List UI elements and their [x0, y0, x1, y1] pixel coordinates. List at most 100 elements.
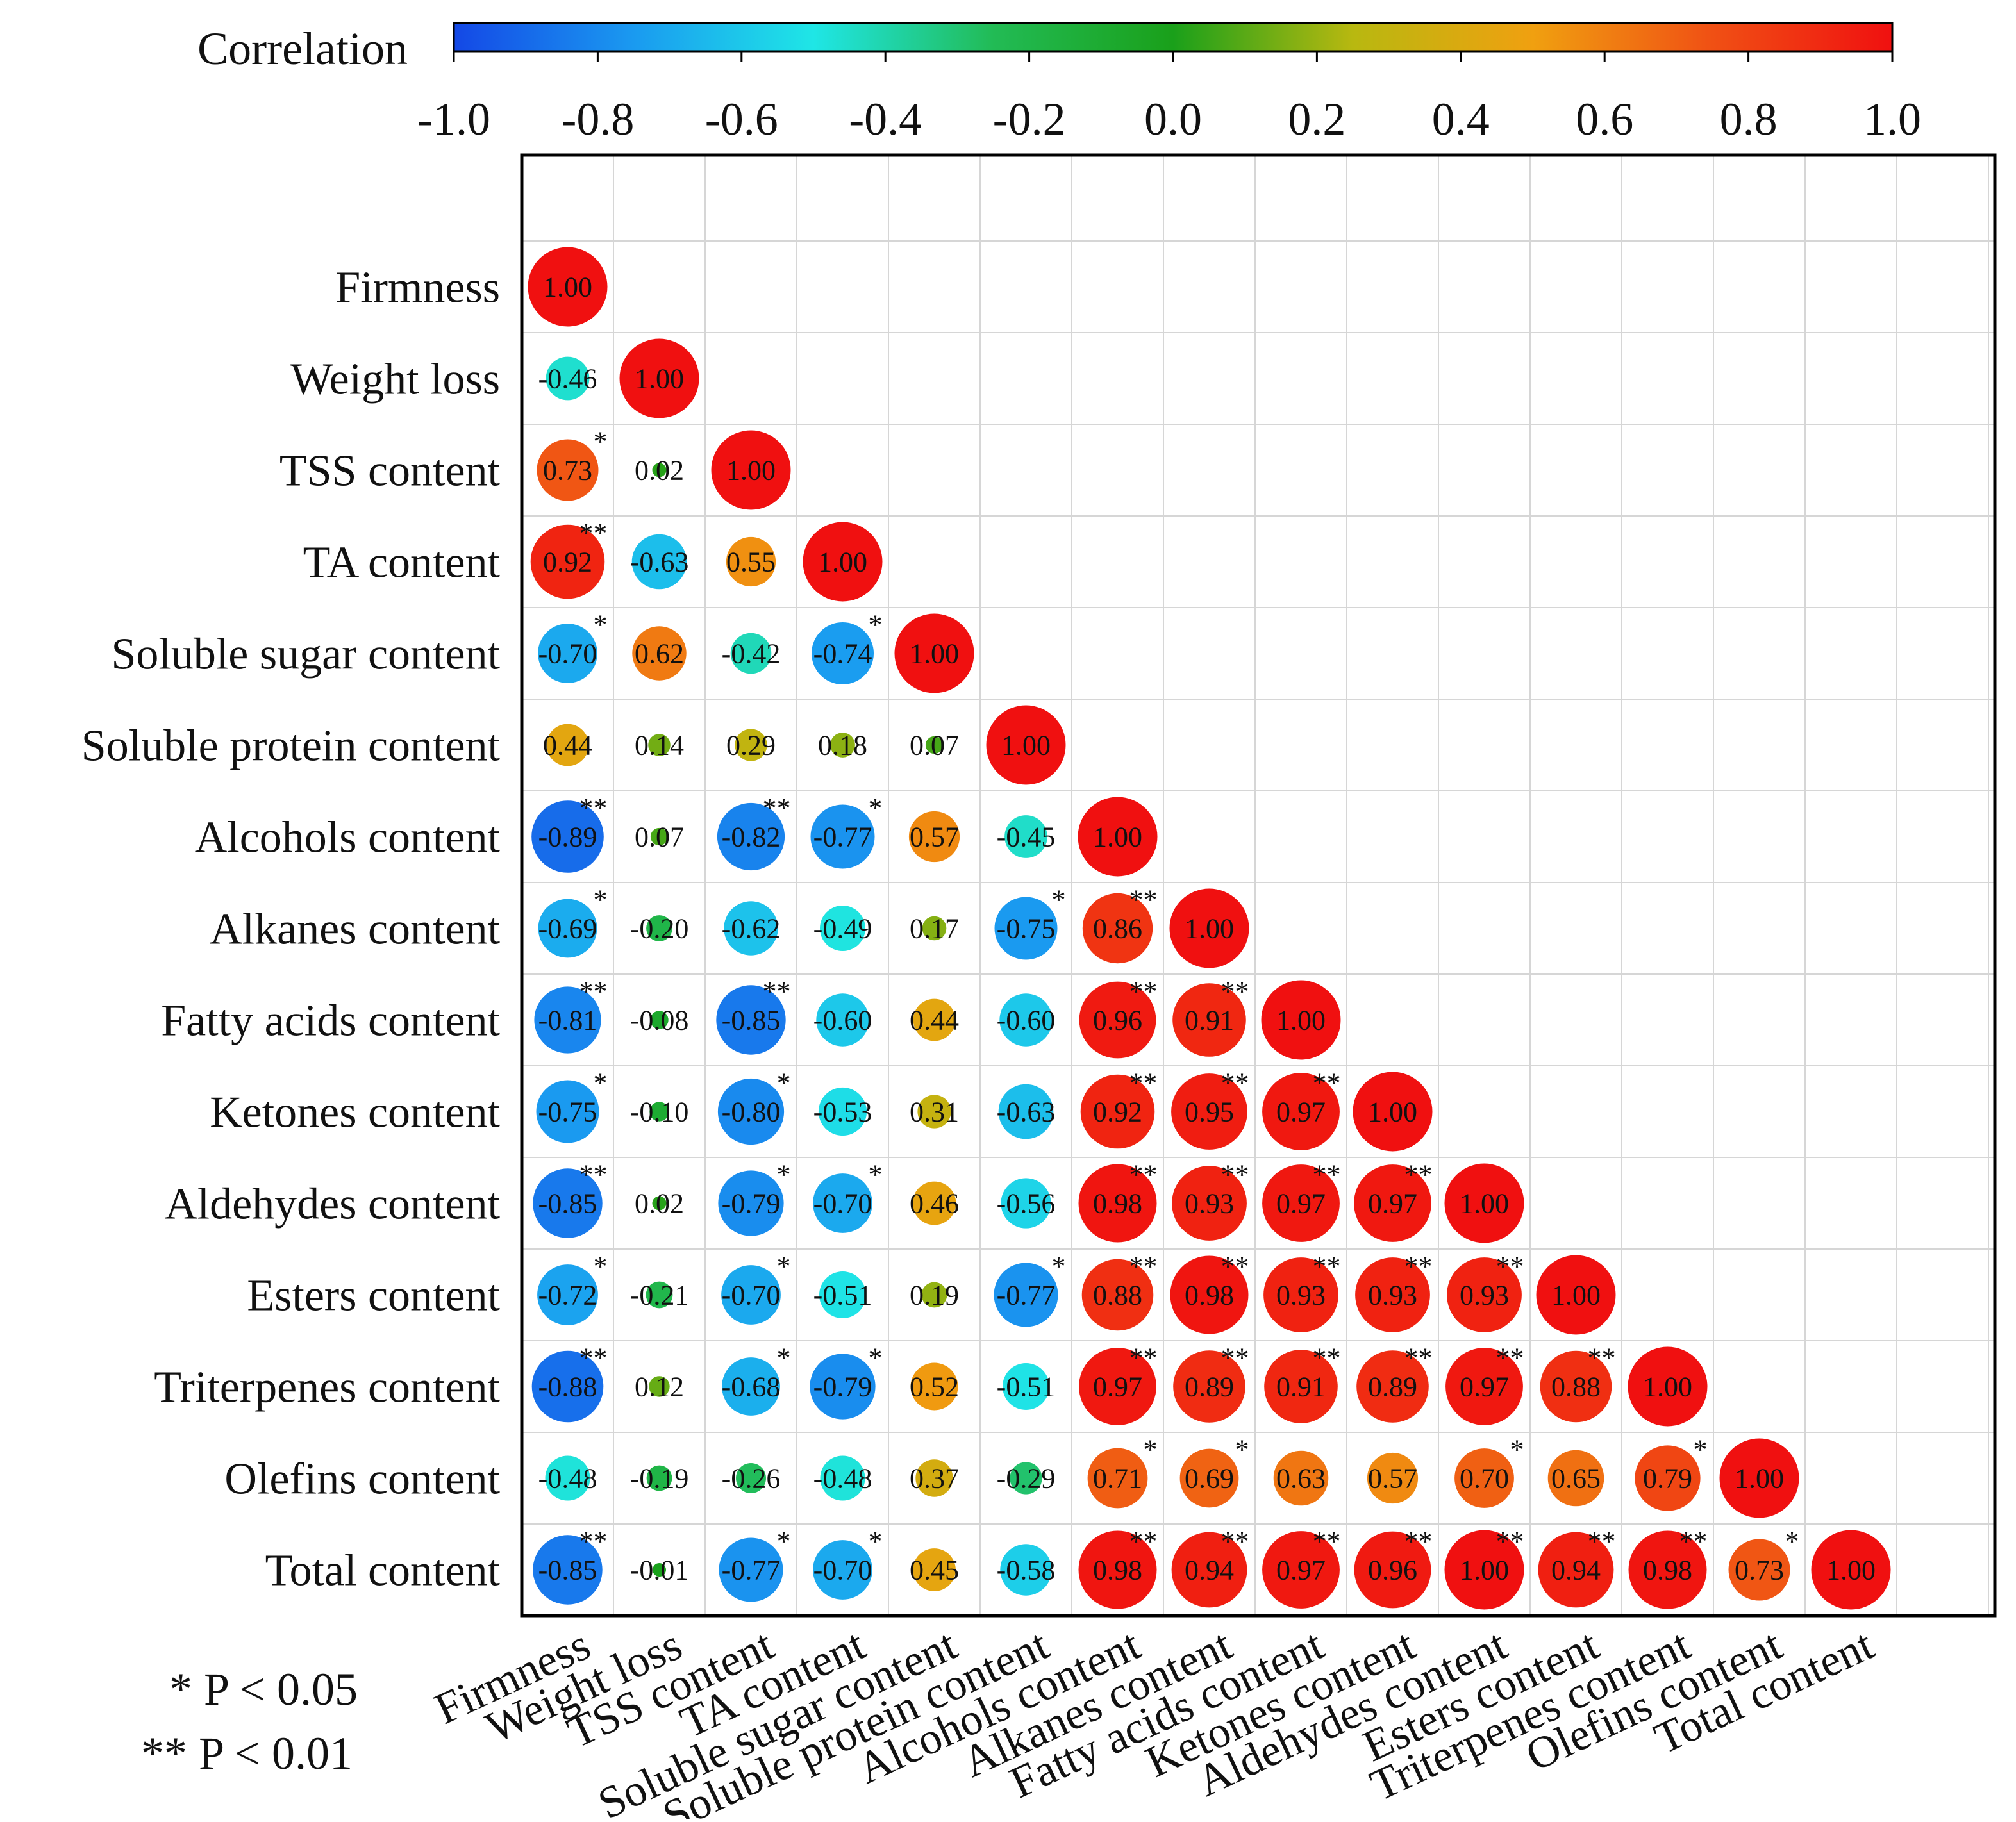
significance-marker: *	[1510, 1434, 1524, 1466]
correlation-bubble	[813, 1173, 872, 1233]
correlation-value-label: 0.97	[1460, 1371, 1509, 1403]
correlation-bubble	[1172, 1166, 1247, 1241]
significance-marker: *	[1694, 1434, 1708, 1466]
correlation-value-label: -0.69	[538, 913, 597, 945]
correlation-value-label: -0.60	[997, 1005, 1056, 1036]
significance-marker: **	[1496, 1526, 1524, 1557]
significance-marker: **	[1313, 1159, 1341, 1191]
correlation-value-label: 0.63	[1276, 1463, 1326, 1495]
correlation-value-label: 1.00	[818, 547, 867, 578]
colorbar: Correlation -1.0 -0.8 -0.6 -0.4 -0.2 0.0 0.2 0.…	[197, 22, 1921, 145]
correlation-bubble	[545, 1455, 590, 1501]
significance-marker: **	[1221, 1159, 1249, 1191]
correlation-bubble	[812, 622, 874, 684]
significance-marker: **	[1496, 1251, 1524, 1282]
correlation-value-label: 1.00	[726, 455, 776, 486]
correlation-bubble	[999, 993, 1053, 1047]
correlation-value-label: -0.75	[538, 1097, 597, 1128]
correlation-bubble	[724, 901, 778, 956]
significance-marker: *	[869, 609, 883, 641]
correlation-bubble	[1356, 1350, 1429, 1423]
correlation-value-label: -0.20	[630, 913, 689, 945]
correlation-value-label: 0.17	[910, 913, 959, 945]
correlation-bubble	[1540, 1350, 1612, 1423]
correlation-bubble	[649, 1102, 669, 1122]
correlation-value-label: 0.98	[1093, 1188, 1142, 1220]
correlation-bubble	[730, 633, 772, 674]
correlation-value-label: -0.88	[538, 1371, 597, 1403]
correlation-value-label: -0.01	[630, 1555, 689, 1586]
correlation-bubble	[533, 1168, 603, 1238]
correlation-value-label: 1.00	[1460, 1188, 1509, 1220]
significance-marker: **	[1496, 1343, 1524, 1374]
correlation-bubble	[1263, 1257, 1338, 1332]
correlation-bubble	[913, 1548, 956, 1591]
row-labels: Firmness Weight loss TSS content TA content…	[81, 263, 501, 1596]
colorbar-tick-label: 1.0	[1863, 94, 1921, 145]
correlation-bubble	[1171, 1073, 1247, 1150]
correlation-value-label: -0.51	[997, 1371, 1056, 1403]
correlation-bubble	[631, 534, 687, 590]
correlation-bubble	[1367, 1452, 1419, 1504]
significance-marker: *	[1235, 1434, 1249, 1466]
correlation-value-label: -0.81	[538, 1005, 597, 1036]
correlation-value-label: 0.92	[543, 547, 592, 578]
correlation-value-label: 0.31	[910, 1097, 959, 1128]
correlation-bubble	[1079, 1348, 1156, 1425]
correlation-value-label: -0.82	[722, 822, 781, 853]
correlation-bubble	[913, 998, 956, 1041]
correlation-bubble	[1354, 1531, 1431, 1609]
correlation-bubble	[537, 439, 599, 501]
correlation-bubble	[1087, 1448, 1148, 1509]
plot-frame	[520, 153, 1997, 1618]
significance-marker: *	[777, 1343, 791, 1374]
significance-marker: **	[1588, 1343, 1616, 1374]
significance-marker: **	[1129, 884, 1158, 916]
correlation-bubble	[538, 899, 597, 958]
correlation-value-label: 0.96	[1368, 1555, 1417, 1586]
correlation-value-label: 1.00	[1093, 822, 1142, 853]
correlation-bubble	[717, 1078, 785, 1145]
correlation-bubble	[925, 736, 944, 754]
correlation-bubble	[810, 804, 875, 869]
correlation-bubble	[1262, 1531, 1340, 1609]
correlation-bubble	[1444, 1163, 1524, 1243]
correlation-bubble	[711, 430, 791, 510]
correlation-bubble	[1079, 981, 1156, 1059]
correlation-value-label: 0.88	[1093, 1280, 1142, 1311]
correlation-value-label: 1.00	[1185, 913, 1234, 945]
correlation-bubble	[1628, 1530, 1707, 1609]
correlation-bubble	[1078, 1164, 1157, 1243]
correlation-value-label: 1.00	[543, 272, 592, 303]
colorbar-tick-label: -0.8	[561, 94, 634, 145]
row-label-alkanes-content: Alkanes content	[210, 905, 500, 954]
colorbar-tick-label: 0.8	[1720, 94, 1778, 145]
correlation-bubble	[537, 1264, 598, 1325]
correlation-bubble	[652, 1196, 667, 1211]
correlation-value-label: -0.70	[538, 638, 597, 670]
correlation-value-label: -0.79	[813, 1371, 872, 1403]
significance-marker: **	[1679, 1526, 1708, 1557]
legend-p01: ** P < 0.01	[141, 1728, 353, 1779]
correlation-value-label: 1.00	[1735, 1463, 1784, 1495]
significance-marker: *	[1052, 1251, 1066, 1282]
significance-marker: **	[763, 976, 791, 1007]
correlation-value-label: 1.00	[910, 638, 959, 670]
correlation-bubble	[1169, 888, 1249, 968]
correlation-value-label: 0.73	[1735, 1555, 1784, 1586]
correlation-value-label: 0.57	[910, 822, 959, 853]
correlation-bubble	[648, 734, 671, 756]
correlation-value-label: 1.00	[1826, 1555, 1876, 1586]
correlation-bubble	[649, 1376, 670, 1397]
correlation-bubble	[721, 1265, 781, 1325]
correlation-value-label: 1.00	[635, 363, 684, 395]
correlation-value-label: -0.19	[630, 1463, 689, 1495]
correlation-bubble	[531, 800, 604, 873]
row-label-olefins-content: Olefins content	[224, 1455, 500, 1504]
correlation-value-label: 0.14	[635, 730, 684, 761]
significance-marker: **	[1221, 1068, 1249, 1099]
correlation-bubble	[1080, 1074, 1155, 1149]
significance-marker: **	[1404, 1526, 1433, 1557]
correlation-bubble	[1004, 815, 1047, 858]
row-label-tss-content: TSS content	[279, 447, 501, 496]
